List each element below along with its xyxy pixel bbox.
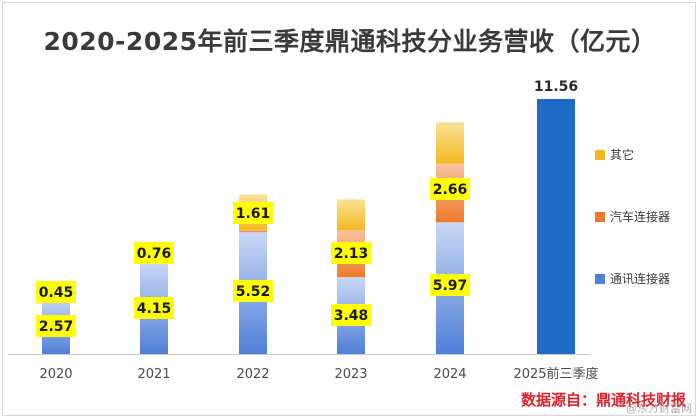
data-label-bg-comm-2023 [331,304,371,326]
x-tick-label: 2022 [236,367,269,382]
legend-label: 通讯连接器 [610,271,670,286]
data-label-bg-auto-2023 [331,242,371,264]
x-tick-label: 2025前三季度 [513,366,598,382]
x-tick-label: 2020 [39,367,72,382]
data-label-other-2020: 0.45 [39,285,74,301]
bar-other-2023 [337,199,365,231]
bar-total-2025前三季度 [537,98,575,354]
data-label-bg-comm-2021 [134,297,174,319]
data-label-auto-2024: 2.66 [433,182,468,198]
legend-swatch [595,212,605,222]
data-label-bg-other-2020 [36,281,76,303]
x-tick-label: 2023 [334,367,367,382]
data-label-total: 11.56 [534,79,578,95]
data-label-comm-2020: 2.57 [39,319,74,335]
data-label-bg-comm-2022 [233,280,273,302]
legend-swatch [595,150,605,160]
data-label-bg-other-2021 [134,242,174,264]
data-label-comm-2022: 5.52 [236,284,271,300]
data-label-bg-comm-2020 [36,315,76,337]
x-tick-label: 2021 [137,367,170,382]
source-note: 数据源自：鼎通科技财报 [520,391,686,409]
data-label-comm-2021: 4.15 [137,301,172,317]
bar-other-2024 [436,122,464,164]
x-tick-label: 2024 [433,367,466,382]
data-label-bg-other-2022 [233,202,273,224]
data-label-other-2021: 0.76 [137,246,172,262]
data-label-bg-comm-2024 [430,274,470,296]
legend-label: 汽车连接器 [610,209,670,224]
chart-title: 2020-2025年前三季度鼎通科技分业务营收（亿元） [43,27,657,56]
data-label-other-2022: 1.61 [236,206,271,222]
data-label-auto-2023: 2.13 [334,246,369,262]
legend-swatch [595,274,605,284]
data-label-bg-auto-2024 [430,178,470,200]
legend-label: 其它 [610,147,634,162]
data-label-comm-2024: 5.97 [433,278,468,294]
bar-auto-2022 [239,230,267,233]
data-label-comm-2023: 3.48 [334,308,369,324]
watermark: @东方财富网 [626,402,692,415]
